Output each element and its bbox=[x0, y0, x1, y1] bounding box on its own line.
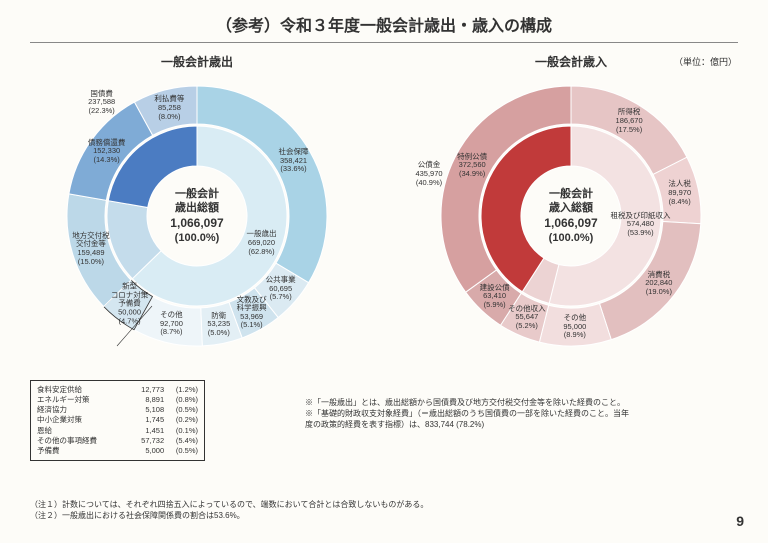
explain-block: ※「一般歳出」とは、歳出総額から国債費及び地方交付税交付金等を除いた経費のこと。… bbox=[305, 398, 635, 430]
breakdown-pct: (0.5%) bbox=[164, 405, 198, 415]
breakdown-row: 中小企業対策 1,745 (0.2%) bbox=[37, 415, 198, 425]
center-amount: 1,066,097 bbox=[170, 215, 223, 231]
breakdown-label: エネルギー対策 bbox=[37, 395, 129, 405]
breakdown-pct: (0.8%) bbox=[164, 395, 198, 405]
center-line2: 歳出総額 bbox=[170, 201, 223, 215]
center-line1: 一般会計 bbox=[170, 187, 223, 201]
breakdown-label: 恩給 bbox=[37, 426, 129, 436]
center-line2-r: 歳入総額 bbox=[544, 201, 597, 215]
breakdown-row: その他の事項経費 57,732 (5.4%) bbox=[37, 436, 198, 446]
center-pct-r: (100.0%) bbox=[544, 231, 597, 245]
breakdown-row: 経済協力 5,108 (0.5%) bbox=[37, 405, 198, 415]
center-line1-r: 一般会計 bbox=[544, 187, 597, 201]
breakdown-amount: 1,745 bbox=[129, 415, 164, 425]
page-number: 9 bbox=[736, 513, 744, 529]
breakdown-amount: 12,773 bbox=[129, 385, 164, 395]
revenue-center: 一般会計 歳入総額 1,066,097 (100.0%) bbox=[544, 187, 597, 245]
breakdown-table: 食料安定供給 12,773 (1.2%)エネルギー対策 8,891 (0.8%)… bbox=[37, 385, 198, 456]
note-1: （注１）計数については、それぞれ四捨五入によっているので、端数において合計とは合… bbox=[30, 499, 730, 510]
breakdown-amount: 57,732 bbox=[129, 436, 164, 446]
breakdown-label: 予備費 bbox=[37, 446, 129, 456]
center-amount-r: 1,066,097 bbox=[544, 215, 597, 231]
breakdown-amount: 8,891 bbox=[129, 395, 164, 405]
rev-outer-slice-3 bbox=[539, 303, 611, 346]
breakdown-label: 中小企業対策 bbox=[37, 415, 129, 425]
expenditure-donut: 一般会計 歳出総額 1,066,097 (100.0%) 社会保障358,421… bbox=[57, 76, 337, 356]
unit-label: （単位：億円） bbox=[674, 55, 737, 68]
page-title: （参考）令和３年度一般会計歳出・歳入の構成 bbox=[30, 0, 738, 43]
breakdown-row: 食料安定供給 12,773 (1.2%) bbox=[37, 385, 198, 395]
breakdown-pct: (0.1%) bbox=[164, 426, 198, 436]
expenditure-subtitle: 一般会計歳出 bbox=[17, 53, 377, 70]
revenue-chart-cell: （単位：億円） 一般会計歳入 一般会計 歳入総額 1,066,097 (100.… bbox=[391, 47, 751, 356]
breakdown-amount: 5,000 bbox=[129, 446, 164, 456]
explain-2: ※「基礎的財政収支対象経費」（＝歳出総額のうち国債費の一部を除いた経費のこと。当… bbox=[305, 409, 635, 431]
expenditure-center: 一般会計 歳出総額 1,066,097 (100.0%) bbox=[170, 187, 223, 245]
revenue-donut: 一般会計 歳入総額 1,066,097 (100.0%) 所得税186,670(… bbox=[431, 76, 711, 356]
breakdown-pct: (1.2%) bbox=[164, 385, 198, 395]
breakdown-amount: 5,108 bbox=[129, 405, 164, 415]
expenditure-chart-cell: 一般会計歳出 一般会計 歳出総額 1,066,097 (100.0%) 社会保障… bbox=[17, 47, 377, 356]
center-pct: (100.0%) bbox=[170, 231, 223, 245]
note-2: （注２）一般歳出における社会保障関係費の割合は53.6%。 bbox=[30, 510, 730, 521]
breakdown-pct: (5.4%) bbox=[164, 436, 198, 446]
breakdown-label: 食料安定供給 bbox=[37, 385, 129, 395]
breakdown-amount: 1,451 bbox=[129, 426, 164, 436]
breakdown-pct: (0.5%) bbox=[164, 446, 198, 456]
footnotes: （注１）計数については、それぞれ四捨五入によっているので、端数において合計とは合… bbox=[30, 499, 730, 521]
explain-1: ※「一般歳出」とは、歳出総額から国債費及び地方交付税交付金等を除いた経費のこと。 bbox=[305, 398, 635, 409]
breakdown-label: その他の事項経費 bbox=[37, 436, 129, 446]
breakdown-pct: (0.2%) bbox=[164, 415, 198, 425]
breakdown-row: エネルギー対策 8,891 (0.8%) bbox=[37, 395, 198, 405]
charts-row: 一般会計歳出 一般会計 歳出総額 1,066,097 (100.0%) 社会保障… bbox=[0, 47, 768, 356]
breakdown-box: 食料安定供給 12,773 (1.2%)エネルギー対策 8,891 (0.8%)… bbox=[30, 380, 205, 461]
breakdown-row: 恩給 1,451 (0.1%) bbox=[37, 426, 198, 436]
breakdown-row: 予備費 5,000 (0.5%) bbox=[37, 446, 198, 456]
breakdown-label: 経済協力 bbox=[37, 405, 129, 415]
